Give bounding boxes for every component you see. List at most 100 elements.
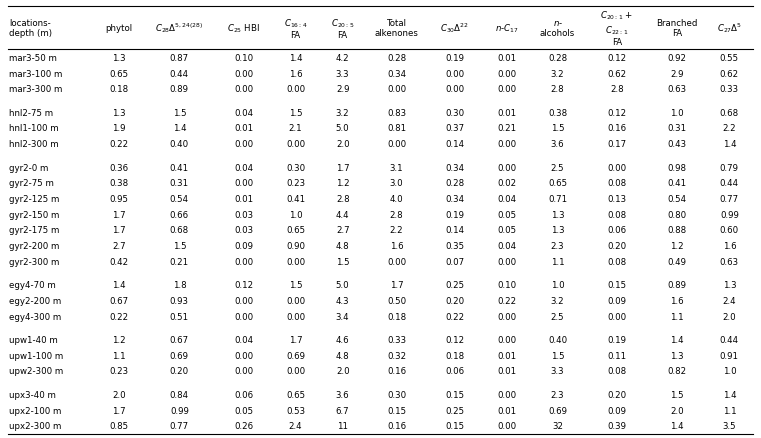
Text: 0.15: 0.15 [445,390,464,399]
Text: 0.09: 0.09 [607,406,626,415]
Text: 0.12: 0.12 [607,109,626,117]
Text: 0.38: 0.38 [110,179,129,188]
Text: 2.2: 2.2 [390,226,403,235]
Text: 0.67: 0.67 [170,335,189,344]
Text: 4.2: 4.2 [336,54,349,63]
Text: 4.6: 4.6 [336,335,349,344]
Text: 0.01: 0.01 [497,351,517,360]
Text: gyr2-150 m: gyr2-150 m [9,210,59,219]
Text: 0.00: 0.00 [234,179,253,188]
Text: 1.5: 1.5 [551,124,565,133]
Text: 3.1: 3.1 [390,163,403,172]
Text: 0.69: 0.69 [548,406,567,415]
Text: 0.20: 0.20 [607,241,626,251]
Text: 0.99: 0.99 [720,210,739,219]
Text: 0.44: 0.44 [720,335,739,344]
Text: 3.6: 3.6 [551,140,565,149]
Text: 0.36: 0.36 [110,163,129,172]
Text: 4.8: 4.8 [336,241,349,251]
Text: 0.09: 0.09 [234,241,253,251]
Text: 0.63: 0.63 [720,257,739,266]
Text: 2.9: 2.9 [670,69,684,78]
Text: 1.1: 1.1 [112,351,126,360]
Text: hnl2-300 m: hnl2-300 m [9,140,59,149]
Text: 0.32: 0.32 [387,351,406,360]
Text: 0.07: 0.07 [445,257,464,266]
Text: 0.16: 0.16 [387,367,406,375]
Text: 0.20: 0.20 [607,390,626,399]
Text: 1.2: 1.2 [670,241,684,251]
Text: 0.65: 0.65 [286,226,305,235]
Text: 0.38: 0.38 [548,109,567,117]
Text: 0.34: 0.34 [445,163,464,172]
Text: 0.01: 0.01 [234,194,253,204]
Text: 0.33: 0.33 [720,85,739,94]
Text: 0.14: 0.14 [445,226,464,235]
Text: 0.68: 0.68 [720,109,739,117]
Text: 0.00: 0.00 [387,85,406,94]
Text: 0.51: 0.51 [170,312,189,321]
Text: 0.28: 0.28 [548,54,567,63]
Text: 0.20: 0.20 [170,367,189,375]
Text: gyr2-125 m: gyr2-125 m [9,194,59,204]
Text: 3.3: 3.3 [551,367,565,375]
Text: 1.4: 1.4 [670,335,684,344]
Text: 1.5: 1.5 [670,390,684,399]
Text: 0.03: 0.03 [234,210,253,219]
Text: 0.00: 0.00 [387,140,406,149]
Text: 0.83: 0.83 [387,109,406,117]
Text: 0.00: 0.00 [286,367,305,375]
Text: $C_{16:4}$
FA: $C_{16:4}$ FA [284,17,307,40]
Text: 0.54: 0.54 [170,194,189,204]
Text: 0.00: 0.00 [234,351,253,360]
Text: 0.12: 0.12 [445,335,464,344]
Text: 0.00: 0.00 [286,85,305,94]
Text: 0.55: 0.55 [720,54,739,63]
Text: 1.7: 1.7 [112,210,126,219]
Text: 1.9: 1.9 [112,124,126,133]
Text: 0.71: 0.71 [548,194,567,204]
Text: 1.0: 1.0 [670,109,684,117]
Text: 0.06: 0.06 [607,226,626,235]
Text: gyr2-300 m: gyr2-300 m [9,257,59,266]
Text: 0.00: 0.00 [286,140,305,149]
Text: 6.7: 6.7 [336,406,349,415]
Text: 0.14: 0.14 [445,140,464,149]
Text: gyr2-200 m: gyr2-200 m [9,241,59,251]
Text: 0.42: 0.42 [110,257,129,266]
Text: 0.44: 0.44 [170,69,189,78]
Text: 2.0: 2.0 [336,140,349,149]
Text: 1.5: 1.5 [288,280,302,290]
Text: 0.77: 0.77 [720,194,739,204]
Text: 1.4: 1.4 [112,280,126,290]
Text: egy4-70 m: egy4-70 m [9,280,56,290]
Text: 0.31: 0.31 [170,179,189,188]
Text: 1.5: 1.5 [336,257,349,266]
Text: $C_{25}$ HBI: $C_{25}$ HBI [228,22,260,35]
Text: 0.04: 0.04 [497,241,517,251]
Text: 1.7: 1.7 [112,406,126,415]
Text: 0.19: 0.19 [445,210,464,219]
Text: 1.4: 1.4 [722,140,736,149]
Text: 0.00: 0.00 [286,296,305,305]
Text: Branched
FA: Branched FA [657,19,698,38]
Text: 1.5: 1.5 [173,109,186,117]
Text: 0.15: 0.15 [607,280,626,290]
Text: 0.23: 0.23 [286,179,305,188]
Text: 2.2: 2.2 [722,124,736,133]
Text: 0.00: 0.00 [497,335,517,344]
Text: 0.19: 0.19 [607,335,626,344]
Text: 0.65: 0.65 [110,69,129,78]
Text: 2.0: 2.0 [336,367,349,375]
Text: 2.0: 2.0 [722,312,736,321]
Text: 1.7: 1.7 [112,226,126,235]
Text: 1.6: 1.6 [670,296,684,305]
Text: 2.4: 2.4 [288,421,302,430]
Text: upx2-100 m: upx2-100 m [9,406,62,415]
Text: 0.00: 0.00 [234,140,253,149]
Text: 0.68: 0.68 [170,226,189,235]
Text: 0.04: 0.04 [234,109,253,117]
Text: 1.7: 1.7 [288,335,302,344]
Text: 0.88: 0.88 [667,226,687,235]
Text: 0.34: 0.34 [445,194,464,204]
